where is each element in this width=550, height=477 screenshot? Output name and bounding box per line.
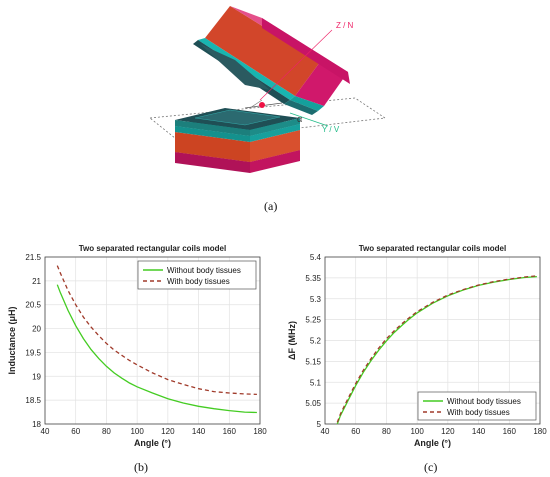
y-tick-label: 19.5 [25, 348, 41, 357]
upper-coil [193, 6, 350, 115]
chart-legend: Without body tissues With body tissues [137, 260, 257, 290]
y-tick-label: 5.2 [310, 337, 322, 346]
lower-coil [175, 108, 300, 173]
legend-label: Without body tissues [447, 397, 521, 406]
x-tick-label: 140 [472, 427, 486, 436]
legend-label: With body tissues [167, 277, 230, 286]
y-tick-label: 5.35 [305, 274, 321, 283]
y-tick-label: 5.1 [310, 378, 322, 387]
series-line-without-body-tissues [56, 284, 257, 414]
x-tick-label: 120 [441, 427, 455, 436]
y-tick-label: 20 [32, 325, 41, 334]
x-tick-label: 160 [503, 427, 517, 436]
y-axis-label: Y / V [322, 125, 340, 134]
x-tick-label: 80 [382, 427, 391, 436]
y-tick-label: 5.05 [305, 399, 321, 408]
x-tick-label: 40 [41, 427, 50, 436]
x-tick-label: 100 [130, 427, 144, 436]
inductance-chart: Two separated rectangular coils model 40 6… [7, 244, 267, 448]
origin-dot [259, 102, 265, 108]
y-tick-label: 18.5 [25, 396, 41, 405]
chart-title: Two separated rectangular coils model [79, 244, 226, 253]
panel-label-a: (a) [264, 199, 278, 213]
legend-label: With body tissues [447, 408, 510, 417]
x-axis-label: Angle (°) [134, 438, 171, 448]
y-tick-label: 5.25 [305, 316, 321, 325]
coil-model-illustration: Z / N Y / V α [148, 6, 387, 173]
x-tick-label: 160 [223, 427, 237, 436]
legend-label: Without body tissues [167, 266, 241, 275]
x-tick-label: 140 [192, 427, 206, 436]
y-tick-label: 18 [32, 420, 41, 429]
y-tick-label: 21 [32, 277, 41, 286]
x-tick-label: 100 [410, 427, 424, 436]
y-tick-label: 5 [317, 420, 322, 429]
chart-title: Two separated rectangular coils model [359, 244, 506, 253]
y-tick-label: 5.3 [310, 295, 322, 304]
x-tick-label: 40 [321, 427, 330, 436]
chart-legend: Without body tissues With body tissues [417, 391, 537, 421]
x-tick-label: 180 [533, 427, 547, 436]
y-tick-label: 5.4 [310, 253, 322, 262]
plot-frame [44, 256, 261, 425]
x-tick-label: 120 [161, 427, 175, 436]
panel-label-b: (b) [134, 460, 148, 474]
z-axis-label: Z / N [336, 21, 354, 30]
frequency-shift-chart: Two separated rectangular coils model 40 6… [287, 244, 547, 448]
series-line-with-body-tissues [336, 275, 537, 423]
y-tick-label: 20.5 [25, 301, 41, 310]
x-tick-label: 60 [71, 427, 80, 436]
x-axis-label: Angle (°) [414, 438, 451, 448]
legend-box [417, 391, 537, 421]
x-tick-label: 60 [351, 427, 360, 436]
alpha-label: α [297, 114, 302, 124]
y-tick-label: 5.15 [305, 357, 321, 366]
series-line-with-body-tissues [56, 265, 257, 396]
y-axis-label: Inductance (μH) [7, 306, 17, 374]
y-axis-label: ΔF (MHz) [287, 321, 297, 360]
x-tick-label: 180 [253, 427, 267, 436]
x-tick-label: 80 [102, 427, 111, 436]
y-tick-label: 21.5 [25, 253, 41, 262]
plot-frame [324, 256, 541, 425]
panel-label-c: (c) [424, 460, 438, 474]
y-tick-label: 19 [32, 372, 41, 381]
legend-box [137, 260, 257, 290]
